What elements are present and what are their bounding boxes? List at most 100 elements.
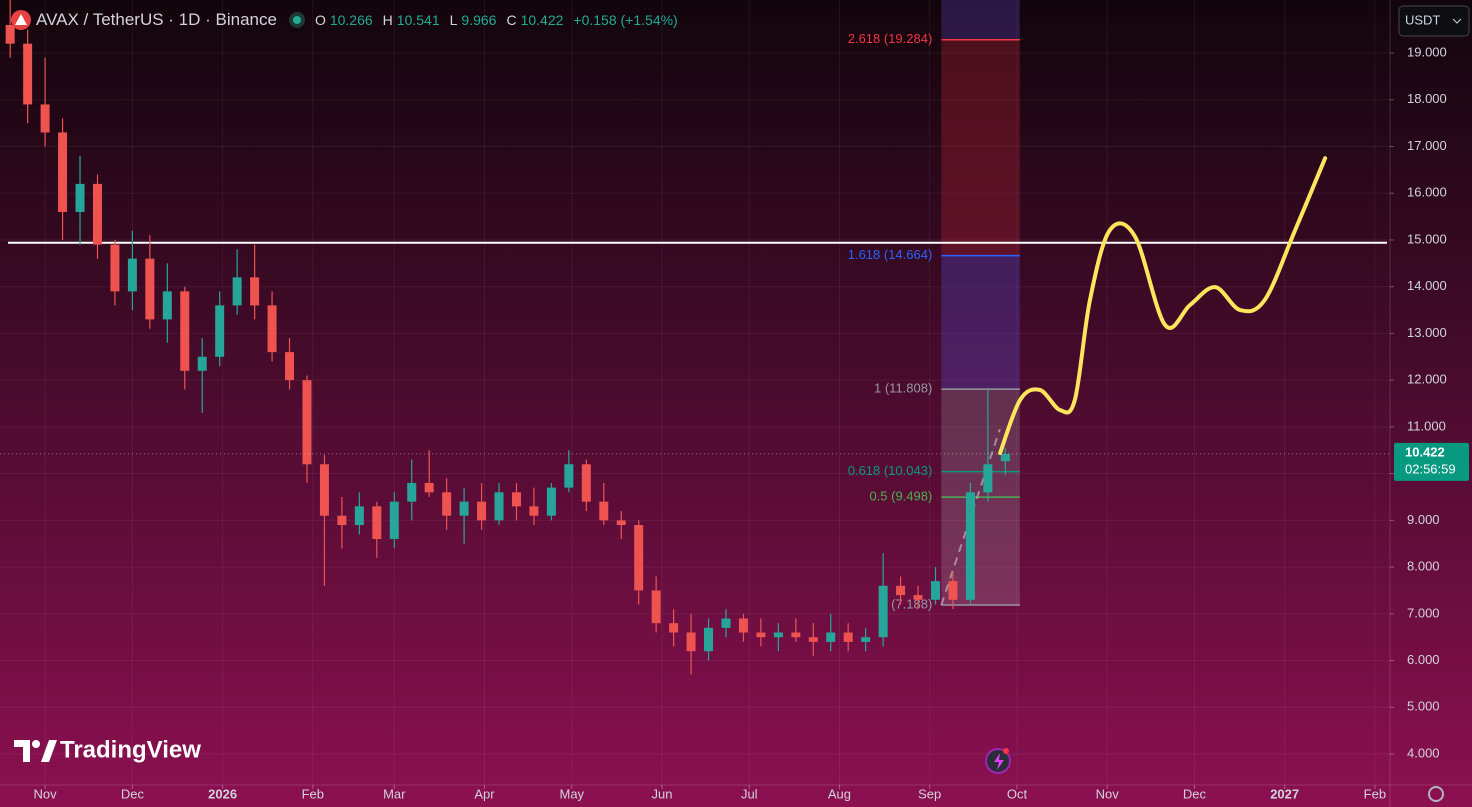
fib-zone	[941, 0, 1020, 40]
fib-label: 0.618 (10.043)	[848, 463, 933, 478]
alert-bolt	[994, 753, 1004, 770]
y-tick-label: 8.000	[1407, 559, 1440, 574]
x-tick-label: Apr	[474, 786, 495, 801]
countdown-label: 02:56:59	[1405, 461, 1456, 476]
x-tick-label: Oct	[1007, 786, 1028, 801]
last-price-box	[1394, 442, 1469, 481]
x-tick-label: Dec	[121, 786, 145, 801]
symbol-title: AVAX / TetherUS · 1D · Binance	[36, 10, 277, 29]
symbol-header: AVAX / TetherUS · 1D · Binance O 10.266 H…	[10, 9, 678, 31]
fib-label: 1 (11.808)	[874, 381, 932, 396]
candle-body	[337, 515, 347, 526]
candle-body	[58, 132, 68, 212]
candle-body	[162, 291, 172, 320]
y-tick-label: 4.000	[1407, 745, 1440, 760]
ohlc-key: H	[382, 12, 393, 28]
axes: 4.0005.0006.0007.0008.0009.00010.00011.0…	[34, 44, 1469, 801]
candle-body	[1000, 453, 1010, 462]
x-tick-label: Jun	[651, 786, 672, 801]
ohlc-value: 10.541	[396, 12, 440, 28]
y-tick-label: 17.000	[1407, 138, 1447, 153]
candle-body	[424, 482, 434, 493]
candle-body	[494, 492, 504, 521]
x-tick-label: 2027	[1270, 786, 1299, 801]
currency-label[interactable]: USDT	[1405, 12, 1440, 27]
projection-line	[998, 156, 1328, 456]
fib-zone	[941, 39, 1020, 256]
candle-body	[40, 104, 50, 133]
x-tick-label: Aug	[828, 786, 851, 801]
candle-body	[354, 506, 364, 526]
candle-body	[267, 305, 277, 353]
candle-body	[302, 380, 312, 465]
candle-body	[948, 581, 958, 600]
candle-body	[721, 618, 731, 628]
ohlc-key: O	[314, 12, 326, 28]
candle-body	[180, 291, 190, 371]
candle-body	[634, 525, 644, 591]
candle-body	[773, 632, 783, 638]
fib-label: 0 (7.188)	[880, 596, 932, 611]
candle-body	[878, 585, 888, 638]
candle-body	[407, 482, 417, 502]
x-tick-label: 2026	[208, 786, 237, 801]
y-tick-label: 6.000	[1407, 652, 1440, 667]
candle-body	[616, 520, 626, 526]
candle-body	[965, 492, 975, 600]
y-tick-label: 11.000	[1407, 418, 1446, 433]
candle-body	[704, 627, 714, 652]
ohlc-key: C	[506, 12, 517, 28]
candle-body	[843, 632, 853, 642]
candle-body	[669, 623, 679, 633]
candle-body	[250, 277, 260, 306]
status-dot	[288, 12, 305, 28]
x-tick-label: Mar	[383, 786, 406, 801]
settings-icon[interactable]	[1428, 786, 1444, 802]
candle-body	[442, 492, 452, 516]
fib-label: 1.618 (14.664)	[848, 247, 933, 262]
plot	[0, 0, 1390, 675]
y-tick-label: 16.000	[1407, 185, 1447, 200]
candle-body	[511, 492, 521, 507]
fib-extension: 0 (7.188) 0.5 (9.498) 0.618 (10.043) 1 (11.…	[848, 0, 1020, 611]
fib-label: 0.5 (9.498)	[869, 489, 932, 504]
y-tick-label: 14.000	[1407, 278, 1447, 293]
candle-body	[127, 258, 137, 292]
candle-body	[791, 632, 801, 638]
candle-body	[913, 595, 923, 600]
candle-body	[197, 356, 207, 371]
candle-body	[756, 632, 766, 638]
y-tick-label: 7.000	[1407, 605, 1440, 620]
alert-dot	[1003, 748, 1009, 754]
candle-body	[599, 501, 609, 521]
candle-body	[145, 258, 155, 320]
brand-name: TradingView	[60, 736, 201, 763]
fib-trend	[940, 428, 1001, 606]
candle-body	[23, 43, 33, 105]
candle-body	[372, 506, 382, 540]
candle-body	[459, 501, 469, 516]
candle-body	[232, 277, 242, 306]
fib-zone	[941, 255, 1020, 390]
y-tick-label: 18.000	[1407, 91, 1447, 106]
currency-button[interactable]	[1398, 5, 1470, 37]
candle-body	[564, 464, 574, 488]
candle-body	[651, 590, 661, 624]
chevron	[1452, 18, 1462, 24]
candle-body	[319, 464, 329, 516]
candle-body	[529, 506, 539, 516]
candle-body	[5, 25, 15, 44]
x-tick-label: Feb	[302, 786, 324, 801]
x-tick-label: Jul	[741, 786, 758, 801]
y-tick-label: 15.000	[1407, 231, 1447, 246]
change-value: +0.158 (+1.54%)	[573, 12, 678, 28]
fib-label: 2.618 (19.284)	[848, 31, 933, 46]
candle-body	[930, 581, 940, 600]
brand-logo	[14, 740, 57, 762]
x-tick-label: Nov	[1096, 786, 1120, 801]
ohlc-value: 10.266	[329, 12, 373, 28]
candle-body	[826, 632, 836, 642]
